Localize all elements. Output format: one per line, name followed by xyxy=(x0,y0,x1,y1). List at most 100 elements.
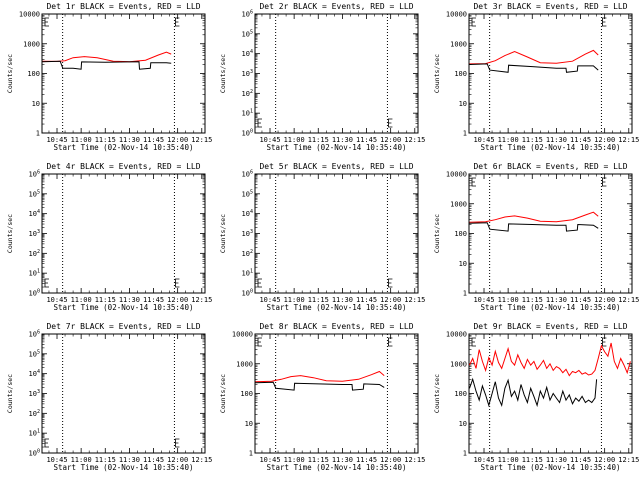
events-series-line xyxy=(42,60,172,70)
plot-frame xyxy=(468,13,633,134)
x-tick-label: 11:45 xyxy=(570,136,591,144)
plot-frame xyxy=(468,173,633,294)
bracket-marker xyxy=(257,278,262,288)
x-axis-label: Start Time (02-Nov-14 10:35:40) xyxy=(481,463,621,472)
y-tick-label: 1000 xyxy=(450,200,467,208)
x-tick-label: 11:00 xyxy=(71,296,92,304)
y-tick-label: 102 xyxy=(242,249,253,258)
x-tick-label: 10:45 xyxy=(46,296,67,304)
x-tick-label: 11:00 xyxy=(284,136,305,144)
x-tick-label: 11:15 xyxy=(95,296,116,304)
bracket-marker xyxy=(175,17,180,27)
x-tick-label: 12:15 xyxy=(404,456,425,464)
panel-title: Det 6r BLACK = Events, RED = LLD xyxy=(473,162,627,171)
y-tick-label: 100 xyxy=(29,289,40,298)
x-tick-label: 11:30 xyxy=(332,456,353,464)
x-tick-label: 11:00 xyxy=(71,456,92,464)
events-series-line xyxy=(469,377,598,408)
x-tick-label: 11:45 xyxy=(570,456,591,464)
x-tick-label: 12:00 xyxy=(594,136,615,144)
y-tick-label: 103 xyxy=(29,229,40,238)
x-axis-label: Start Time (02-Nov-14 10:35:40) xyxy=(481,143,621,152)
y-tick-label: 103 xyxy=(29,389,40,398)
y-tick-label: 10000 xyxy=(446,171,467,179)
y-tick-label: 100 xyxy=(27,70,40,78)
y-tick-label: 1000 xyxy=(23,40,40,48)
x-tick-label: 11:30 xyxy=(546,296,567,304)
bracket-marker xyxy=(175,438,180,448)
x-tick-label: 11:15 xyxy=(308,456,329,464)
y-axis-label: Counts/sec xyxy=(219,374,227,413)
x-tick-label: 12:00 xyxy=(380,456,401,464)
x-tick-label: 11:30 xyxy=(546,136,567,144)
y-tick-label: 104 xyxy=(29,369,40,378)
panel-title: Det 5r BLACK = Events, RED = LLD xyxy=(259,162,413,171)
bracket-marker xyxy=(471,177,476,187)
y-tick-label: 100 xyxy=(242,289,253,298)
panel-6: Det 6r BLACK = Events, RED = LLD 1 10 100 10… xyxy=(433,162,639,312)
bracket-marker xyxy=(388,118,393,128)
y-tick-label: 100 xyxy=(29,449,40,458)
x-tick-label: 11:15 xyxy=(522,456,543,464)
y-tick-label: 10 xyxy=(459,420,467,428)
panel-8: Det 8r BLACK = Events, RED = LLD 1 10 100 10… xyxy=(219,322,425,472)
x-tick-label: 11:30 xyxy=(119,296,140,304)
y-axis-label: Counts/sec xyxy=(219,214,227,253)
x-tick-label: 12:15 xyxy=(618,136,639,144)
events-series-line xyxy=(469,63,599,73)
x-tick-label: 12:15 xyxy=(404,136,425,144)
x-tick-label: 12:00 xyxy=(167,456,188,464)
x-tick-label: 10:45 xyxy=(46,136,67,144)
x-tick-label: 11:30 xyxy=(332,296,353,304)
panel-title: Det 3r BLACK = Events, RED = LLD xyxy=(473,2,627,11)
plot-frame xyxy=(41,173,206,294)
y-axis-label: Counts/sec xyxy=(433,214,441,253)
y-tick-label: 102 xyxy=(242,89,253,98)
y-axis-label: Counts/sec xyxy=(6,54,14,93)
panel-4: Det 4r BLACK = Events, RED = LLD 100 101 10… xyxy=(6,162,212,312)
x-tick-label: 11:15 xyxy=(522,296,543,304)
y-tick-label: 103 xyxy=(242,69,253,78)
x-tick-label: 10:45 xyxy=(259,456,280,464)
y-tick-label: 102 xyxy=(29,409,40,418)
lld-series-line xyxy=(469,342,631,377)
x-tick-label: 11:45 xyxy=(356,456,377,464)
x-tick-label: 12:00 xyxy=(594,456,615,464)
x-axis-label: Start Time (02-Nov-14 10:35:40) xyxy=(267,143,407,152)
y-tick-label: 10000 xyxy=(232,331,253,339)
panel-9: Det 9r BLACK = Events, RED = LLD 1 10 100 10… xyxy=(433,322,639,472)
events-series-line xyxy=(255,381,385,391)
x-tick-label: 10:45 xyxy=(473,296,494,304)
x-tick-label: 11:00 xyxy=(498,456,519,464)
x-tick-label: 12:00 xyxy=(594,296,615,304)
bracket-marker xyxy=(602,17,607,27)
panel-3: Det 3r BLACK = Events, RED = LLD 1 10 100 10… xyxy=(433,2,639,152)
plot-frame xyxy=(254,173,419,294)
y-tick-label: 106 xyxy=(242,170,253,179)
x-tick-label: 12:00 xyxy=(167,296,188,304)
x-tick-label: 11:15 xyxy=(308,136,329,144)
panel-1: Det 1r BLACK = Events, RED = LLD 1 10 100 10… xyxy=(6,2,212,152)
y-tick-label: 10000 xyxy=(446,11,467,19)
y-tick-label: 10000 xyxy=(19,11,40,19)
bracket-marker xyxy=(471,337,476,347)
y-tick-label: 105 xyxy=(242,29,253,38)
x-tick-label: 11:30 xyxy=(119,456,140,464)
x-tick-label: 11:00 xyxy=(498,296,519,304)
y-axis-label: Counts/sec xyxy=(433,374,441,413)
x-axis-label: Start Time (02-Nov-14 10:35:40) xyxy=(54,303,194,312)
y-tick-label: 100 xyxy=(240,390,253,398)
bracket-marker xyxy=(602,177,607,187)
x-axis-label: Start Time (02-Nov-14 10:35:40) xyxy=(54,143,194,152)
y-tick-label: 1 xyxy=(36,130,40,138)
x-tick-label: 11:15 xyxy=(522,136,543,144)
y-tick-label: 1 xyxy=(249,450,253,458)
y-tick-label: 105 xyxy=(29,349,40,358)
bracket-marker xyxy=(257,337,262,347)
panel-title: Det 2r BLACK = Events, RED = LLD xyxy=(259,2,413,11)
x-axis-label: Start Time (02-Nov-14 10:35:40) xyxy=(54,463,194,472)
y-tick-label: 1000 xyxy=(450,40,467,48)
x-tick-label: 12:00 xyxy=(380,136,401,144)
x-tick-label: 11:15 xyxy=(95,456,116,464)
